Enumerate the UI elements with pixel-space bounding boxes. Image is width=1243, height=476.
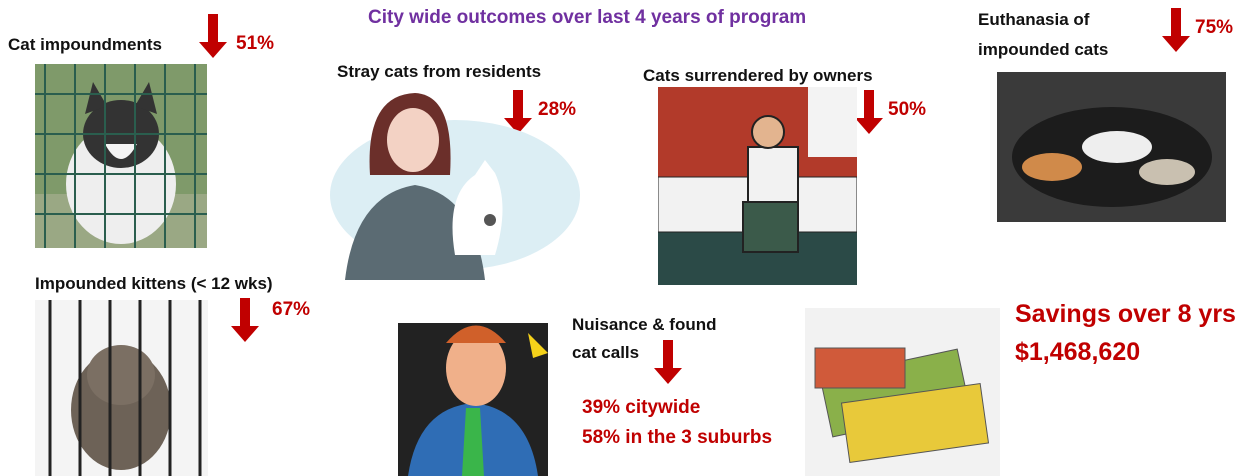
euthanasia-photo <box>997 72 1226 222</box>
item-change: 58% in the 3 suburbs <box>582 428 772 447</box>
cat-photo <box>35 64 207 248</box>
woman-illustration <box>325 85 585 280</box>
down-arrow <box>654 340 682 384</box>
savings-amount: $1,468,620 <box>1015 340 1140 365</box>
item-change: 75% <box>1195 18 1233 37</box>
item-label: Cat impoundments <box>8 36 162 53</box>
down-arrow <box>855 90 883 134</box>
item-label: Euthanasia of <box>978 11 1089 28</box>
item-label: impounded cats <box>978 41 1108 58</box>
item-change: 51% <box>236 34 274 53</box>
angry-man-illustration <box>388 313 565 476</box>
item-change: 50% <box>888 100 926 119</box>
item-label: Nuisance & found <box>572 316 717 333</box>
kitten-photo <box>35 300 208 476</box>
down-arrow <box>199 14 227 58</box>
slide: City wide outcomes over last 4 years of … <box>0 0 1243 476</box>
money-photo <box>805 308 1000 476</box>
item-change: 67% <box>272 300 310 319</box>
slide-title: City wide outcomes over last 4 years of … <box>368 8 806 27</box>
item-label: cat calls <box>572 344 639 361</box>
owner-illustration <box>658 87 857 285</box>
savings-label: Savings over 8 yrs <box>1015 302 1236 327</box>
item-label: Impounded kittens (< 12 wks) <box>35 275 273 292</box>
item-label: Stray cats from residents <box>337 63 541 80</box>
item-label: Cats surrendered by owners <box>643 67 873 84</box>
item-change: 39% citywide <box>582 398 700 417</box>
down-arrow <box>1162 8 1190 52</box>
down-arrow <box>231 298 259 342</box>
